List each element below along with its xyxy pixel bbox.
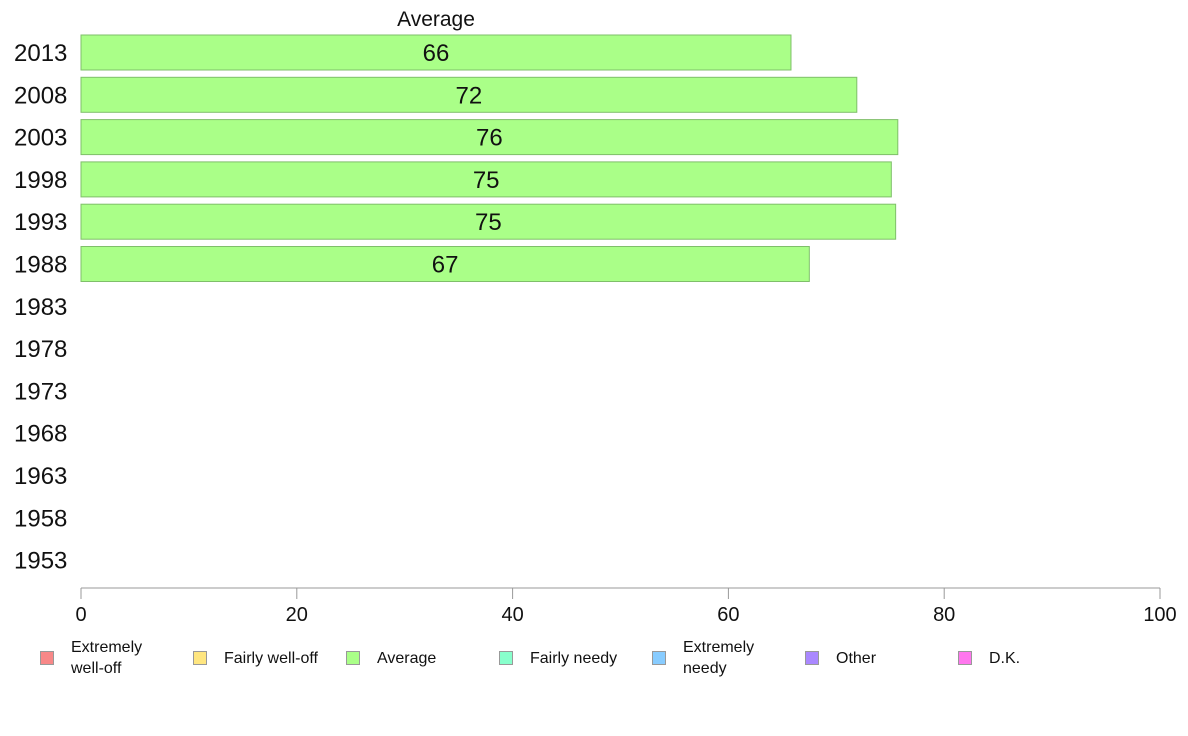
category-label: 1993 [14,209,67,236]
bar [80,161,892,198]
category-label: 1958 [14,505,67,532]
category-label: 1978 [14,336,67,363]
bar-value-label: 75 [473,167,500,194]
x-tick-label: 60 [717,604,739,626]
x-tick-label: 40 [501,604,523,626]
x-tick-label: 100 [1143,604,1176,626]
category-labels: 2013 2008 2003 1998 1993 1988 1983 1978 1973 1968… [14,40,67,575]
legend-swatch [499,651,513,665]
bar-value-label: 76 [476,125,503,152]
legend-label: Other [836,649,877,667]
legend-label: Average [377,649,437,667]
bar [80,76,858,113]
x-tick-label: 0 [75,604,86,626]
category-label: 2013 [14,40,67,67]
legend-item-average: Average [346,636,436,680]
bar-value-label: 67 [432,252,459,279]
legend-swatch [193,651,207,665]
category-label: 2003 [14,125,67,152]
category-label: 1998 [14,167,67,194]
bar [80,203,897,240]
legend-item-fairly-well-off: Fairly well-off [193,636,318,680]
bar [80,34,792,71]
category-label: 1973 [14,378,67,405]
bar-value-label: 66 [423,40,450,67]
legend-item-extremely-needy: Extremely needy [652,636,754,680]
category-label: 2008 [14,82,67,109]
legend-label: Fairly needy [530,649,618,667]
legend-label: Extremely needy [683,639,755,677]
legend-label: Extremely well-off [71,639,143,677]
x-tick-label: 20 [286,604,308,626]
legend-swatch [958,651,972,665]
legend-label: D.K. [989,649,1021,667]
legend-swatch [346,651,360,665]
legend-swatch [40,651,54,665]
category-label: 1963 [14,463,67,490]
category-label: 1953 [14,548,67,575]
category-label: 1968 [14,421,67,448]
legend-item-extremely-well-off: Extremely well-off [40,636,142,680]
x-axis: 0 20 40 60 80 100 [75,587,1177,626]
bar [80,119,899,156]
category-label: 1988 [14,252,67,279]
legend-item-fairly-needy: Fairly needy [499,636,617,680]
legend-item-dk: D.K. [958,636,1020,680]
legend-swatch [805,651,819,665]
x-tick-label: 80 [933,604,955,626]
series-heading: Average [397,8,475,31]
category-label: 1983 [14,294,67,321]
legend: Extremely well-off Fairly well-off Averag… [0,636,1188,686]
bar [80,246,810,282]
legend-label: Fairly well-off [224,649,318,667]
bar-value-label: 75 [475,209,502,236]
bar-value-label: 72 [456,82,483,109]
legend-item-other: Other [805,636,876,680]
legend-swatch [652,651,666,665]
